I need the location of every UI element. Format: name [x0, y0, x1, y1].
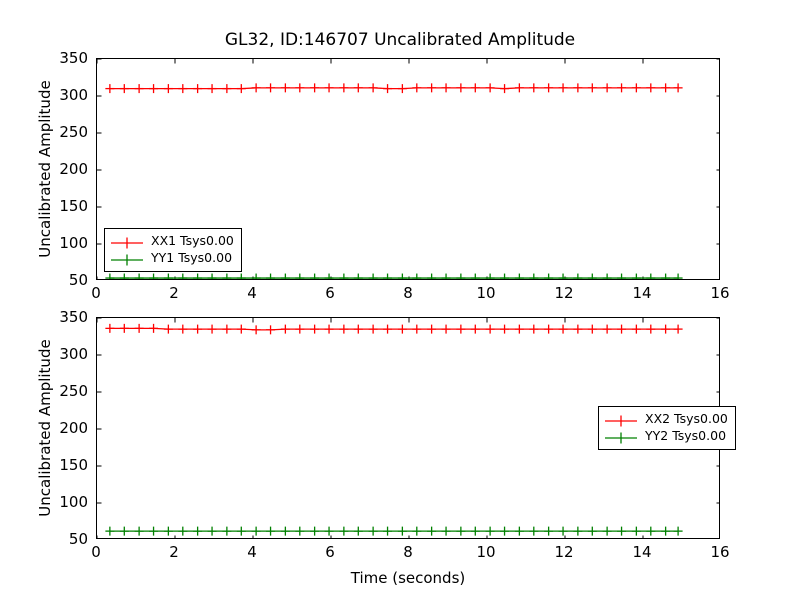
y-tick-label: 250 — [59, 123, 88, 141]
legend-item: YY2 Tsys0.00 — [604, 428, 728, 445]
x-tick-label: 14 — [632, 284, 652, 302]
y-tick-label: 150 — [59, 197, 88, 215]
legend-line-marker-icon — [110, 235, 144, 249]
y-tick-label: 350 — [59, 308, 88, 326]
x-tick-label: 8 — [403, 284, 413, 302]
legend-label: XX2 Tsys0.00 — [645, 411, 728, 427]
x-axis-label: Time (seconds) — [350, 569, 466, 587]
data-layer-bottom — [97, 318, 719, 538]
y-tick-label: 350 — [59, 49, 88, 67]
y-tick-label: 250 — [59, 382, 88, 400]
legend-label: YY1 Tsys0.00 — [151, 250, 233, 266]
y-tick-label: 200 — [59, 419, 88, 437]
y-axis-ticks-bottom: 50 100 150 200 250 300 350 — [40, 310, 88, 547]
y-axis-ticks-top: 50 100 150 200 250 300 350 — [40, 51, 88, 288]
x-tick-label: 0 — [91, 284, 101, 302]
x-tick-label: 16 — [710, 543, 730, 561]
x-tick-label: 8 — [403, 543, 413, 561]
legend-item: XX2 Tsys0.00 — [604, 411, 728, 428]
legend-label: YY2 Tsys0.00 — [645, 428, 727, 444]
legend-line-marker-icon — [604, 413, 638, 427]
x-tick-label: 2 — [169, 543, 179, 561]
y-tick-label: 150 — [59, 456, 88, 474]
legend-label: XX1 Tsys0.00 — [151, 233, 234, 249]
x-tick-label: 0 — [91, 543, 101, 561]
y-tick-label: 50 — [68, 530, 88, 548]
x-tick-label: 10 — [476, 284, 496, 302]
page-title: GL32, ID:146707 Uncalibrated Amplitude — [224, 30, 576, 50]
legend-line-marker-icon — [604, 430, 638, 444]
legend-bottom[interactable]: XX2 Tsys0.00 YY2 Tsys0.00 — [598, 406, 736, 450]
x-axis-ticks-top: 0 2 4 6 8 10 12 14 16 — [91, 284, 729, 306]
plot-area-bottom — [96, 317, 720, 539]
plot-inner-bottom — [97, 318, 719, 538]
data-layer-top — [97, 59, 719, 279]
plot-inner-top — [97, 59, 719, 279]
x-axis-ticks-bottom: 0 2 4 6 8 10 12 14 16 — [91, 543, 729, 565]
x-tick-label: 6 — [325, 543, 335, 561]
x-tick-label: 16 — [710, 284, 730, 302]
y-tick-label: 50 — [68, 271, 88, 289]
x-tick-label: 10 — [476, 543, 496, 561]
legend-item: YY1 Tsys0.00 — [110, 250, 234, 267]
x-tick-label: 4 — [247, 543, 257, 561]
y-tick-label: 200 — [59, 160, 88, 178]
x-tick-label: 2 — [169, 284, 179, 302]
legend-item: XX1 Tsys0.00 — [110, 233, 234, 250]
x-tick-label: 12 — [554, 543, 574, 561]
legend-line-marker-icon — [110, 252, 144, 266]
y-tick-label: 100 — [59, 234, 88, 252]
legend-top[interactable]: XX1 Tsys0.00 YY1 Tsys0.00 — [104, 228, 242, 272]
y-tick-label: 300 — [59, 345, 88, 363]
y-tick-label: 300 — [59, 86, 88, 104]
x-tick-label: 14 — [632, 543, 652, 561]
x-tick-label: 6 — [325, 284, 335, 302]
x-tick-label: 12 — [554, 284, 574, 302]
y-tick-label: 100 — [59, 493, 88, 511]
x-tick-label: 4 — [247, 284, 257, 302]
